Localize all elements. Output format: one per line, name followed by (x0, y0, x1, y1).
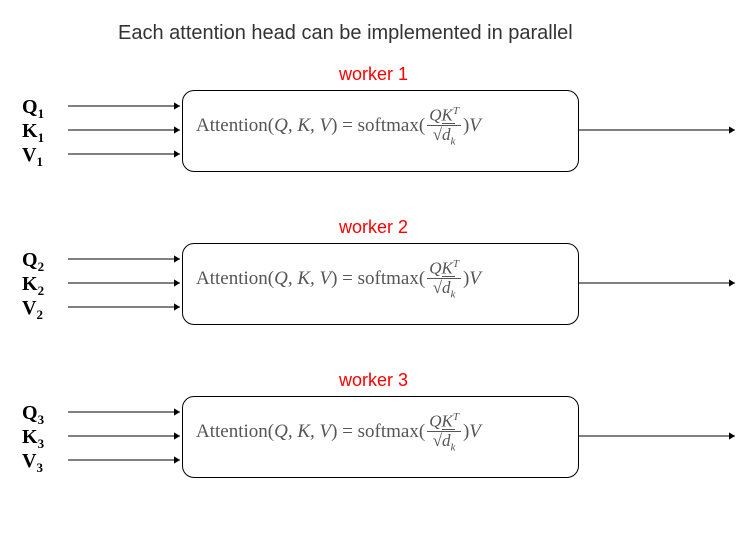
input-label: K3 (22, 426, 44, 452)
worker-label: worker 3 (339, 370, 408, 391)
input-label: V2 (22, 297, 43, 323)
input-label: K2 (22, 273, 44, 299)
diagram-canvas: Each attention head can be implemented i… (0, 0, 752, 543)
input-label: K1 (22, 120, 44, 146)
input-label: V3 (22, 450, 43, 476)
attention-formula: Attention(Q, K, V) = softmax(QKT√dk)V (196, 105, 481, 148)
attention-formula: Attention(Q, K, V) = softmax(QKT√dk)V (196, 411, 481, 454)
attention-formula: Attention(Q, K, V) = softmax(QKT√dk)V (196, 258, 481, 301)
input-label: Q3 (22, 402, 44, 428)
input-label: Q1 (22, 96, 44, 122)
input-label: Q2 (22, 249, 44, 275)
worker-label: worker 1 (339, 64, 408, 85)
input-label: V1 (22, 144, 43, 170)
worker-label: worker 2 (339, 217, 408, 238)
